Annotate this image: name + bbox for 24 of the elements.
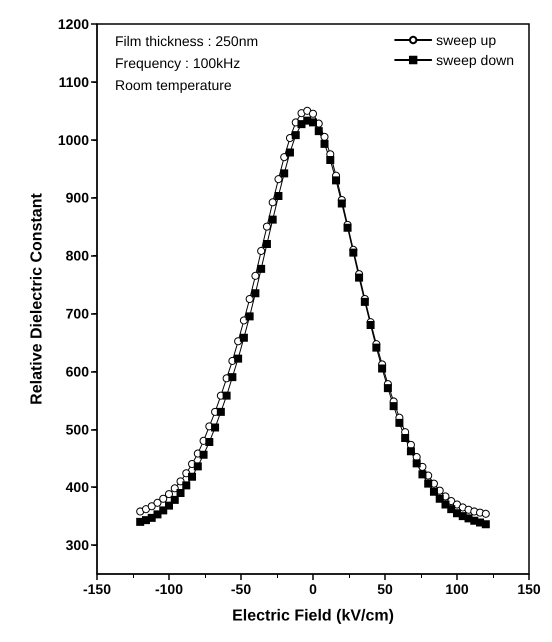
y-tick-label: 1000 (58, 132, 90, 148)
y-tick-label: 600 (66, 363, 90, 380)
y-tick-label: 300 (66, 537, 90, 554)
y-tick-label: 900 (66, 190, 90, 206)
y-axis-title: Relative Dielectric Constant (28, 192, 46, 405)
x-tick-label: -150 (82, 581, 112, 597)
x-tick-label: 150 (517, 581, 541, 597)
legend-label: sweep down (436, 52, 514, 68)
y-tick-label: 400 (66, 479, 90, 496)
y-tick-label: 800 (66, 248, 90, 264)
x-axis-title: Electric Field (kV/cm) (232, 608, 394, 624)
y-tick-label: 700 (66, 305, 90, 322)
legend-label: sweep up (436, 32, 496, 48)
x-tick-label: 100 (445, 581, 469, 597)
y-tick-label: 1100 (58, 74, 90, 90)
x-tick-label: -50 (230, 581, 252, 597)
y-tick-label: 1200 (58, 16, 90, 32)
y-tick-label: 500 (66, 421, 90, 438)
annotation: Room temperature (115, 77, 232, 93)
x-tick-label: 50 (377, 581, 393, 597)
x-tick-label: -100 (154, 581, 184, 597)
annotation: Film thickness : 250nm (115, 33, 258, 49)
x-tick-label: 0 (309, 581, 318, 597)
annotation: Frequency : 100kHz (115, 55, 240, 71)
